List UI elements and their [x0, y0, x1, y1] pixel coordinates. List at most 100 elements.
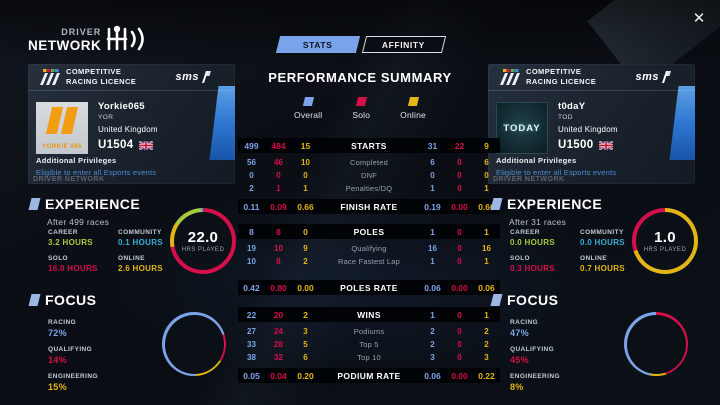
stat-row-top-5: 33 28 5 Top 5 2 0 2 — [238, 338, 500, 351]
stat-band-starts: 499 484 15 STARTS 31 22 9 — [238, 138, 500, 153]
stat-label: POLES — [353, 226, 385, 237]
card-blue-stripe — [669, 86, 695, 160]
stat-label: SOLO — [48, 255, 69, 262]
focus-stat-engineering: ENGINEERING 8% — [510, 373, 560, 392]
logo-network-label: NETWORK — [28, 37, 102, 53]
stat-label: COMMUNITY — [118, 229, 162, 236]
stat-label: CAREER — [48, 229, 78, 236]
legend: Overall Solo Online — [250, 97, 470, 120]
hours-donut: 22.0 HRS PLAYED — [170, 208, 236, 274]
tab-affinity[interactable]: AFFINITY — [361, 36, 447, 53]
experience-subtitle: After 31 races — [509, 217, 567, 227]
value-left: 8 — [276, 257, 281, 266]
value-left: 24 — [274, 327, 283, 336]
value-right: 0 — [457, 353, 462, 362]
sms-logo: sms — [635, 71, 671, 83]
stat-label: POLES RATE — [340, 282, 398, 293]
avatar[interactable]: TODAY — [496, 102, 548, 154]
stat-label: FINISH RATE — [340, 201, 398, 212]
value-right: 16 — [482, 244, 491, 253]
value-left: 0.66 — [297, 201, 314, 212]
player-rating: U1500 — [558, 139, 594, 151]
experience-panel-left: EXPERIENCE After 499 races CAREER 3.2 HOU… — [28, 196, 265, 282]
stat-value: 14% — [48, 355, 67, 365]
stat-value: 0.0 HOURS — [510, 238, 555, 247]
value-left: 2 — [303, 257, 308, 266]
close-icon[interactable]: ✕ — [692, 10, 706, 27]
value-left: 28 — [274, 340, 283, 349]
stat-value: 15% — [48, 382, 67, 392]
experience-subtitle: After 499 races — [47, 217, 110, 227]
licence-card-right: COMPETITIVE RACING LICENCE sms TODAY t0d… — [488, 64, 695, 184]
player-info: t0daY TOD United Kingdom U1500 — [558, 101, 618, 151]
value-right: 0.66 — [478, 201, 495, 212]
value-right: 2 — [430, 327, 435, 336]
experience-stats: CAREER 3.2 HOURS COMMUNITY 0.1 HOURS SOLO 16.… — [48, 229, 198, 273]
sms-logo: sms — [175, 71, 211, 83]
value-right: 0 — [457, 226, 462, 237]
stat-label: COMMUNITY — [580, 229, 624, 236]
value-left: 19 — [247, 244, 256, 253]
donut-hole — [626, 314, 686, 374]
hours-total: 22.0 — [187, 229, 219, 246]
stat-row-qualifying: 19 10 9 Qualifying 16 0 16 — [238, 242, 500, 255]
experience-stat-career: CAREER 3.2 HOURS — [48, 229, 114, 247]
stat-value: 0.1 HOURS — [118, 238, 163, 247]
licence-title: COMPETITIVE RACING LICENCE — [526, 67, 596, 87]
value-right: 0 — [457, 309, 462, 320]
stat-label: Penalties/DQ — [345, 184, 393, 193]
experience-stat-online: ONLINE 0.7 HOURS — [580, 255, 660, 273]
legend-label: Overall — [294, 110, 323, 120]
focus-panel-left: FOCUS RACING 72% QUALIFYING 14% ENGINEERING 1… — [28, 292, 265, 402]
player-rating: U1504 — [98, 139, 134, 151]
value-right: 1 — [484, 309, 489, 320]
player-name: t0daY — [558, 101, 586, 112]
value-left: 9 — [303, 244, 308, 253]
value-right: 0.06 — [478, 282, 495, 293]
value-right: 0 — [430, 171, 435, 180]
value-left: 6 — [303, 353, 308, 362]
stat-band-wins: 22 20 2 WINS 1 0 1 — [238, 307, 500, 322]
legend-label: Online — [400, 110, 426, 120]
value-right: 0.06 — [424, 370, 441, 381]
experience-stat-career: CAREER 0.0 HOURS — [510, 229, 576, 247]
network-watermark: DRIVER NETWORK — [33, 176, 105, 183]
network-watermark: DRIVER NETWORK — [493, 176, 565, 183]
experience-stat-solo: SOLO 0.3 HOURS — [510, 255, 576, 273]
licence-stripes-icon — [500, 68, 520, 85]
value-left: 0.04 — [270, 370, 287, 381]
stat-band-poles-rate: 0.42 0.80 0.00 POLES RATE 0.06 0.00 0.06 — [238, 280, 500, 295]
panel-icon — [490, 294, 503, 306]
value-right: 31 — [427, 140, 438, 151]
panel-icon — [28, 294, 41, 306]
value-left: 0 — [249, 171, 254, 180]
sms-logo-text: sms — [175, 71, 199, 83]
licence-header: COMPETITIVE RACING LICENCE sms — [28, 64, 235, 91]
stat-label: SOLO — [510, 255, 531, 262]
hours-caption: HRS PLAYED — [643, 247, 687, 253]
avatar[interactable]: YORKIE 065 — [36, 102, 88, 154]
card-blue-stripe — [209, 86, 235, 160]
stat-label: ENGINEERING — [510, 373, 560, 380]
legend-solo: Solo — [352, 97, 370, 120]
stat-value: 16.0 HOURS — [48, 264, 98, 273]
stat-value: 2.6 HOURS — [118, 264, 163, 273]
licence-line1: COMPETITIVE — [66, 67, 122, 77]
value-right: 22 — [454, 140, 465, 151]
value-left: 3 — [303, 327, 308, 336]
tab-stats[interactable]: STATS — [275, 36, 361, 53]
donut-hole: 22.0 HRS PLAYED — [174, 212, 232, 270]
experience-stat-community: COMMUNITY 0.0 HOURS — [580, 229, 660, 247]
stat-row-completed: 56 46 10 Completed 6 0 6 — [238, 156, 500, 169]
value-left: 38 — [247, 353, 256, 362]
value-right: 0 — [457, 158, 462, 167]
value-right: 0.06 — [424, 282, 441, 293]
legend-label: Solo — [352, 110, 371, 120]
stat-label: RACING — [510, 319, 539, 326]
value-right: 6 — [430, 158, 435, 167]
stat-label: DNF — [360, 171, 377, 180]
legend-overall: Overall — [294, 97, 322, 120]
licence-line2: RACING LICENCE — [66, 77, 137, 86]
focus-title: FOCUS — [45, 292, 97, 308]
stat-row-penalties-dq: 2 1 1 Penalties/DQ 1 0 1 — [238, 182, 500, 195]
